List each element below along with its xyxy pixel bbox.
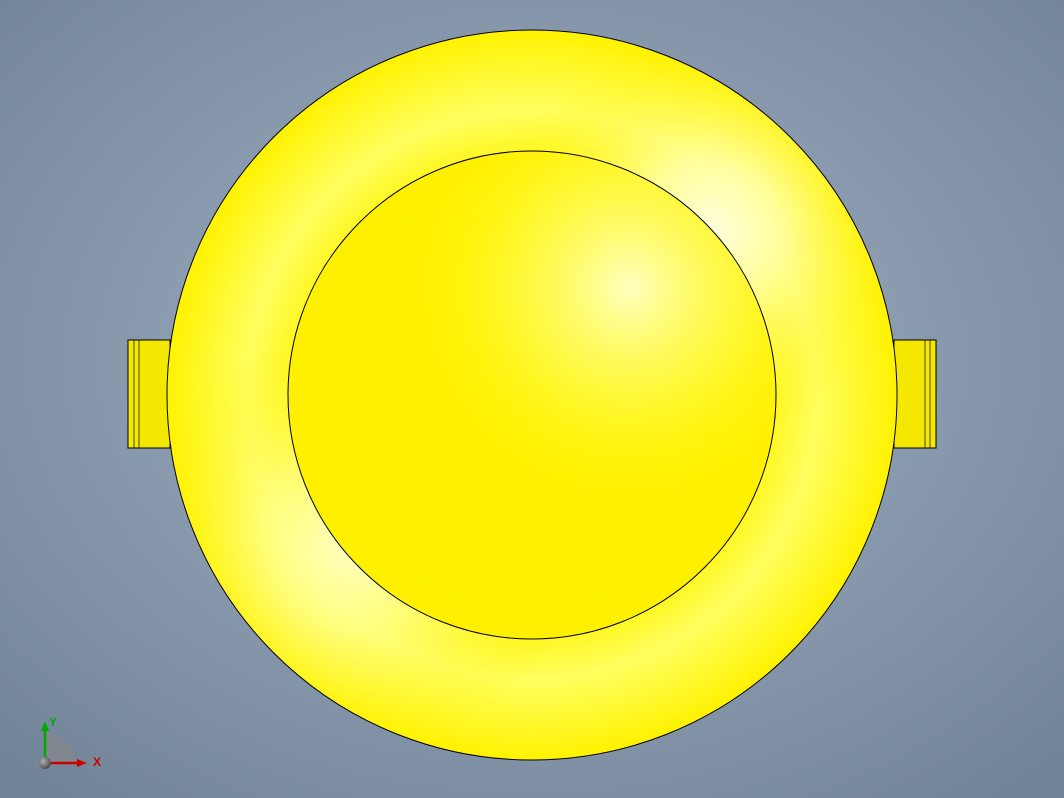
3d-viewport[interactable]: X Y [0, 0, 1064, 798]
3d-model[interactable] [0, 0, 1064, 798]
left-tab [128, 340, 170, 448]
model-geometry [0, 0, 1064, 798]
axis-triad-svg [25, 703, 105, 783]
right-tab [894, 340, 936, 448]
y-axis-label: Y [49, 715, 57, 729]
x-axis-label: X [93, 755, 101, 769]
coordinate-axis-triad[interactable]: X Y [25, 703, 105, 783]
inner-face [288, 151, 776, 639]
